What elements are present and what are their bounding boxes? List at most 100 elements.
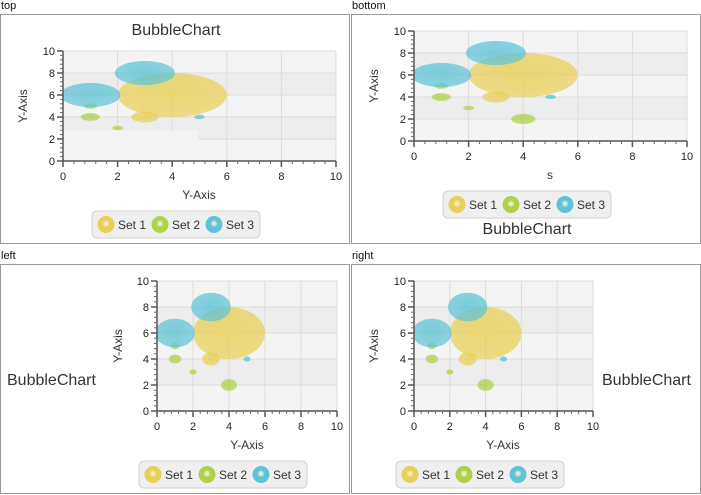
plot-band [157, 281, 337, 307]
repaint-artifact [64, 130, 199, 161]
y-tick-label: 4 [400, 92, 406, 104]
bubble-set-3-0[interactable] [155, 318, 195, 348]
x-tick-label: 10 [587, 421, 599, 433]
y-tick-label: 10 [394, 276, 406, 288]
legend-swatch-icon [252, 466, 270, 483]
bubble-set-3-0[interactable] [412, 318, 452, 348]
legend-item-set-3[interactable]: Set 3 [252, 466, 302, 483]
chart-panel-right: 0 2 4 6 8 10 0 2 4 6 8 10 Y-Axis Y-Axis BubbleChart Set… [351, 264, 701, 494]
bubble-set-3-1[interactable] [448, 292, 488, 322]
legend: Set 1 Set 2 Set 3 [395, 460, 565, 489]
bubble-set-2-0[interactable] [431, 93, 451, 101]
x-tick-label: 6 [518, 421, 524, 433]
bubble-set-2-1[interactable] [463, 105, 475, 111]
legend-item-set-2[interactable]: Set 2 [455, 466, 505, 483]
bubble-set-3-2[interactable] [499, 356, 508, 362]
y-tick-label: 2 [143, 380, 149, 392]
legend-item-set-1[interactable]: Set 1 [401, 466, 451, 483]
x-tick-label: 4 [520, 151, 526, 163]
bubble-set-3-0[interactable] [60, 82, 121, 108]
panel-label-right: right [352, 250, 374, 262]
x-tick-label: 0 [154, 421, 160, 433]
legend-item-set-3[interactable]: Set 3 [205, 216, 255, 233]
chart-title: BubbleChart [483, 221, 573, 238]
bubble-set-2-3[interactable] [477, 379, 494, 391]
plot-band [157, 385, 337, 411]
x-tick-label: 6 [224, 171, 230, 183]
x-tick-label: 8 [298, 421, 304, 433]
legend-label: Set 1 [165, 468, 193, 482]
legend-item-set-2[interactable]: Set 2 [198, 466, 248, 483]
y-tick-label: 4 [49, 112, 55, 124]
x-tick-label: 2 [190, 421, 196, 433]
bubble-set-2-1[interactable] [189, 369, 197, 375]
x-tick-label: 0 [60, 171, 66, 183]
legend-label: Set 3 [530, 468, 558, 482]
bubble-set-2-3[interactable] [510, 114, 536, 124]
bubble-set-2-0[interactable] [425, 354, 439, 364]
legend-label: Set 1 [469, 198, 497, 212]
bubble-set-3-0[interactable] [411, 62, 472, 88]
x-tick-label: 4 [169, 171, 175, 183]
x-tick-label: 2 [466, 151, 472, 163]
axes: 0 2 4 6 8 10 0 2 4 6 8 10 [137, 276, 343, 433]
bubble-set-3-1[interactable] [114, 60, 175, 86]
legend-swatch-icon [502, 196, 520, 213]
y-axis-label: Y-Axis [16, 89, 30, 123]
plot-band [414, 119, 687, 141]
y-tick-label: 0 [143, 406, 149, 418]
y-axis-label: Y-Axis [111, 329, 125, 363]
bubble-set-2-0[interactable] [80, 113, 100, 121]
legend-item-set-1[interactable]: Set 1 [97, 216, 147, 233]
y-tick-label: 8 [49, 68, 55, 80]
x-axis-label: Y-Axis [182, 188, 216, 202]
legend-item-set-2[interactable]: Set 2 [502, 196, 552, 213]
bubble-set-3-2[interactable] [545, 94, 556, 100]
legend-item-set-3[interactable]: Set 3 [509, 466, 559, 483]
bubble-set-2-3[interactable] [220, 379, 238, 391]
bubble-set-3-1[interactable] [465, 40, 526, 66]
plot-band [414, 281, 593, 307]
x-tick-label: 10 [330, 171, 342, 183]
y-tick-label: 8 [400, 48, 406, 60]
legend-item-set-1[interactable]: Set 1 [448, 196, 498, 213]
plot-band [414, 359, 593, 385]
y-axis-label: Y-Axis [367, 329, 381, 363]
chart-title: BubbleChart [132, 22, 222, 39]
bubbles [155, 292, 265, 391]
legend-item-set-2[interactable]: Set 2 [151, 216, 201, 233]
chart-panel-top: 0 2 4 6 8 10 0 2 4 6 8 10 Y-Axis Y-Axis BubbleChart Set… [0, 14, 350, 244]
x-tick-label: 10 [681, 151, 693, 163]
legend: Set 1 Set 2 Set 3 [442, 190, 612, 219]
x-tick-label: 0 [411, 151, 417, 163]
x-tick-label: 8 [278, 171, 284, 183]
x-tick-label: 0 [411, 421, 417, 433]
legend-swatch-icon [144, 466, 162, 483]
y-tick-label: 10 [394, 26, 406, 38]
y-tick-label: 6 [400, 328, 406, 340]
y-tick-label: 0 [400, 136, 406, 148]
bubble-set-2-1[interactable] [112, 125, 124, 131]
plot-band [414, 97, 687, 119]
chart-panel-left: 0 2 4 6 8 10 0 2 4 6 8 10 Y-Axis Y-Axis BubbleChart Set… [0, 264, 350, 494]
legend-label: Set 1 [422, 468, 450, 482]
bubble-set-3-1[interactable] [191, 292, 231, 322]
y-axis-label: Y-Axis [367, 69, 381, 103]
legend-swatch-icon [455, 466, 473, 483]
legend-item-set-1[interactable]: Set 1 [144, 466, 194, 483]
legend-label: Set 3 [273, 468, 301, 482]
x-tick-label: 2 [115, 171, 121, 183]
plot-band [414, 385, 593, 411]
bubble-set-3-2[interactable] [243, 356, 251, 362]
bubble-set-2-0[interactable] [168, 354, 182, 364]
plot-band [63, 51, 336, 73]
x-tick-label: 8 [554, 421, 560, 433]
x-axis-label: Y-Axis [486, 438, 520, 452]
bubble-set-2-1[interactable] [446, 369, 454, 375]
legend-item-set-3[interactable]: Set 3 [556, 196, 606, 213]
x-tick-label: 10 [331, 421, 343, 433]
bubble-set-3-2[interactable] [194, 114, 205, 120]
y-tick-label: 4 [400, 354, 406, 366]
plot-band [157, 359, 337, 385]
axes: 0 2 4 6 8 10 0 2 4 6 8 10 [394, 276, 599, 433]
